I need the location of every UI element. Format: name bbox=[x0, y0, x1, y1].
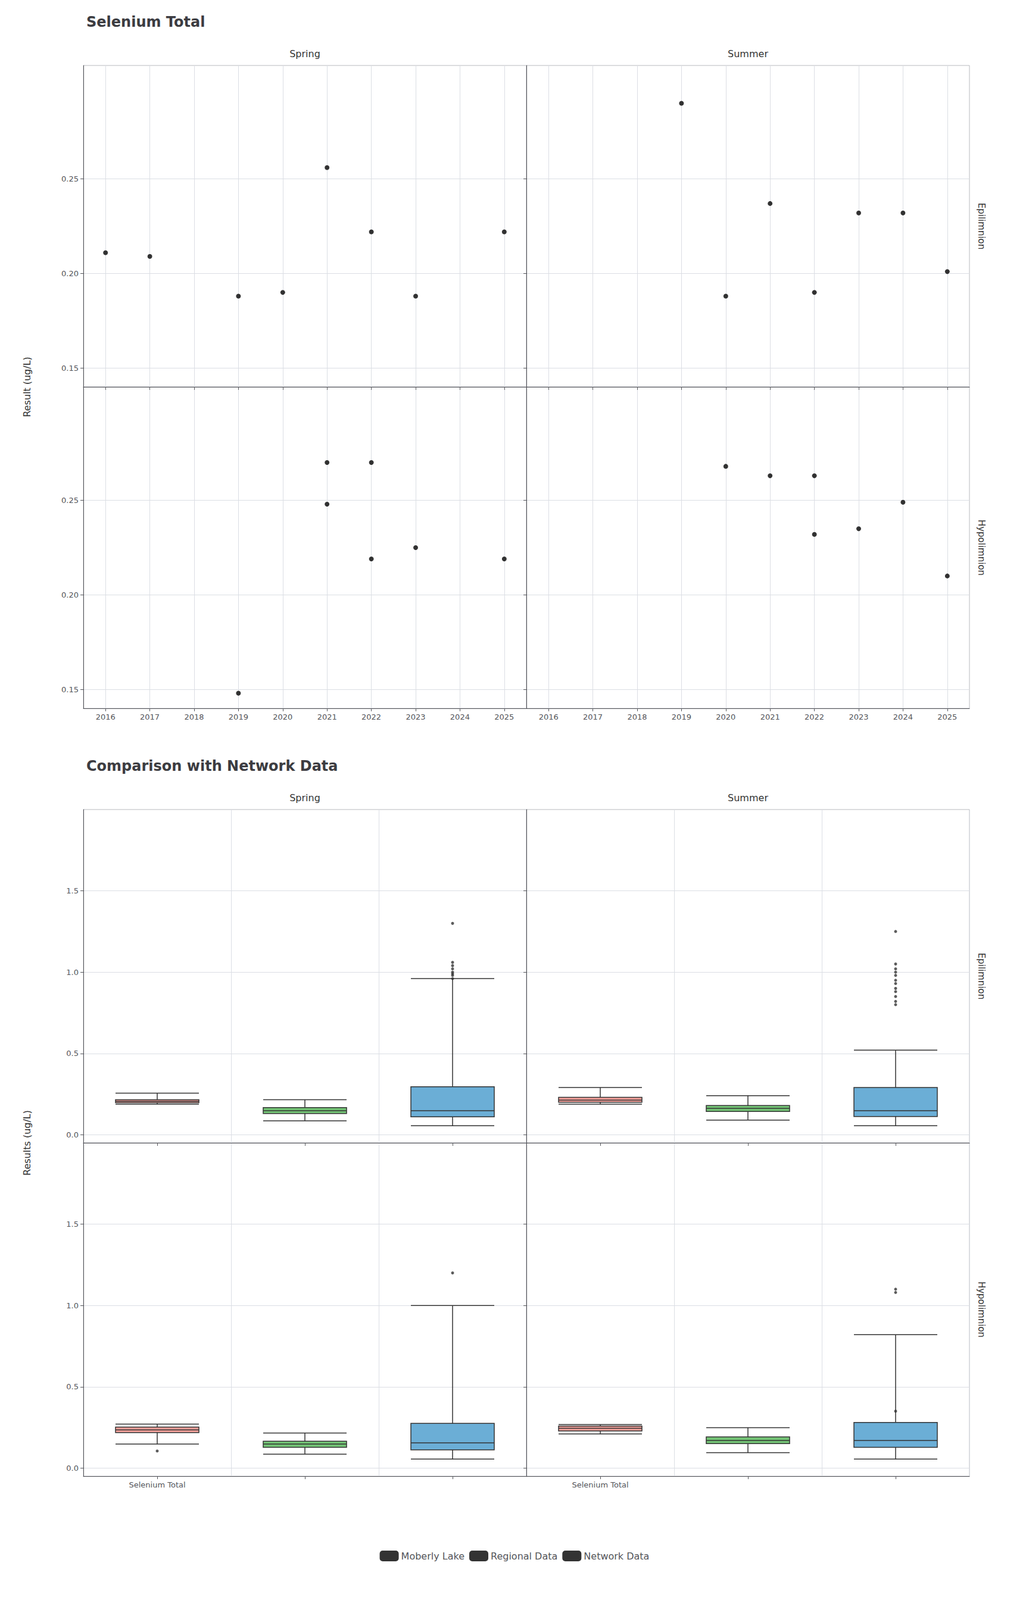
svg-text:2025: 2025 bbox=[937, 712, 957, 722]
svg-text:0.25: 0.25 bbox=[61, 496, 79, 505]
svg-text:Moberly Lake: Moberly Lake bbox=[401, 1551, 465, 1563]
svg-text:0.15: 0.15 bbox=[61, 685, 79, 695]
svg-text:2023: 2023 bbox=[848, 712, 869, 722]
svg-text:2020: 2020 bbox=[715, 712, 736, 722]
svg-text:Summer: Summer bbox=[727, 48, 769, 60]
svg-text:Comparison with Network Data: Comparison with Network Data bbox=[86, 758, 339, 775]
svg-text:2025: 2025 bbox=[494, 712, 514, 722]
svg-text:1.5: 1.5 bbox=[66, 1220, 79, 1230]
svg-text:1.0: 1.0 bbox=[66, 1301, 79, 1311]
svg-text:0.25: 0.25 bbox=[61, 174, 79, 184]
svg-text:Epilimnion: Epilimnion bbox=[976, 203, 987, 250]
svg-text:Spring: Spring bbox=[289, 792, 321, 804]
svg-text:0.0: 0.0 bbox=[66, 1464, 79, 1474]
svg-text:2019: 2019 bbox=[671, 712, 692, 722]
svg-text:0.20: 0.20 bbox=[61, 269, 79, 279]
svg-text:2020: 2020 bbox=[272, 712, 293, 722]
svg-text:2016: 2016 bbox=[538, 712, 559, 722]
svg-text:Results (ug/L): Results (ug/L) bbox=[21, 1110, 33, 1177]
svg-text:Summer: Summer bbox=[727, 792, 769, 804]
svg-text:2018: 2018 bbox=[184, 712, 204, 722]
svg-text:Hypolimnion: Hypolimnion bbox=[976, 519, 987, 576]
svg-text:Result (ug/L): Result (ug/L) bbox=[21, 356, 33, 418]
svg-text:0.15: 0.15 bbox=[61, 363, 79, 373]
svg-text:Selenium Total: Selenium Total bbox=[128, 1480, 186, 1490]
svg-text:2023: 2023 bbox=[405, 712, 426, 722]
svg-text:2024: 2024 bbox=[450, 712, 470, 722]
svg-text:Regional Data: Regional Data bbox=[490, 1551, 558, 1563]
svg-text:1.0: 1.0 bbox=[66, 968, 79, 978]
svg-text:Spring: Spring bbox=[289, 48, 321, 60]
svg-text:0.20: 0.20 bbox=[61, 590, 79, 600]
svg-text:2021: 2021 bbox=[317, 712, 338, 722]
svg-text:2022: 2022 bbox=[804, 712, 825, 722]
svg-text:2022: 2022 bbox=[361, 712, 382, 722]
svg-text:Selenium Total: Selenium Total bbox=[86, 13, 205, 31]
svg-text:0.0: 0.0 bbox=[66, 1130, 79, 1140]
svg-text:2017: 2017 bbox=[582, 712, 603, 722]
svg-text:2019: 2019 bbox=[228, 712, 249, 722]
svg-text:0.5: 0.5 bbox=[66, 1049, 79, 1059]
svg-text:0.5: 0.5 bbox=[66, 1382, 79, 1392]
svg-text:2021: 2021 bbox=[760, 712, 781, 722]
svg-text:Selenium Total: Selenium Total bbox=[571, 1480, 629, 1490]
svg-text:1.5: 1.5 bbox=[66, 886, 79, 896]
svg-text:2017: 2017 bbox=[139, 712, 160, 722]
svg-text:2024: 2024 bbox=[893, 712, 913, 722]
svg-text:Epilimnion: Epilimnion bbox=[976, 953, 987, 1000]
svg-text:Network Data: Network Data bbox=[583, 1551, 650, 1563]
svg-text:2016: 2016 bbox=[95, 712, 116, 722]
svg-text:2018: 2018 bbox=[627, 712, 647, 722]
svg-text:Hypolimnion: Hypolimnion bbox=[976, 1282, 987, 1339]
